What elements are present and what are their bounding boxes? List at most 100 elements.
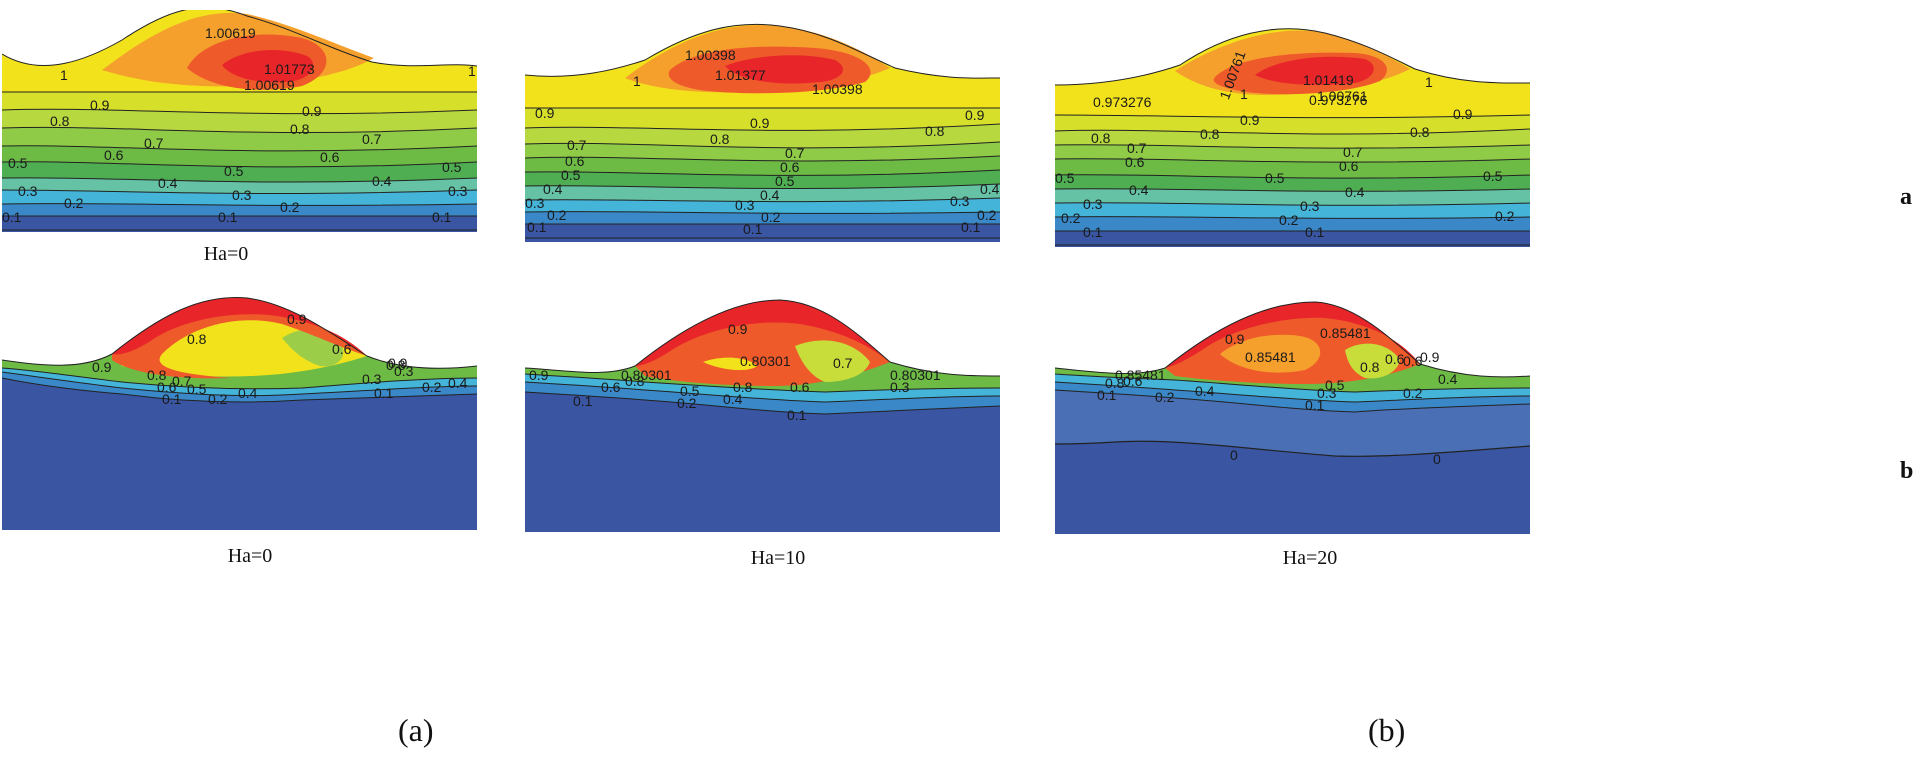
- row-tag-a: a: [1900, 184, 1912, 210]
- contour-label: 0.2: [977, 207, 997, 223]
- contour-label: 0.7: [567, 137, 587, 153]
- contour-label: 0.6: [601, 379, 621, 395]
- contour-label: 0.1: [961, 219, 981, 235]
- contour-label: 0.2: [1403, 385, 1423, 401]
- contour-label: 0.3: [1083, 196, 1103, 212]
- contour-label: 0.6: [332, 341, 352, 357]
- contour-label: 0.6: [320, 149, 340, 165]
- contour-label: 0.8: [386, 357, 406, 373]
- contour-label: 0.1: [1083, 224, 1103, 240]
- contour-label: 0.7: [362, 131, 382, 147]
- caption-a-ha0: Ha=0: [203, 243, 249, 265]
- contour-label: 0.1: [1305, 224, 1325, 240]
- contour-label: 0.8: [1360, 359, 1380, 375]
- contour-label: 0.9: [1420, 349, 1440, 365]
- isolines: [2, 10, 477, 231]
- contour-label: 0.7: [833, 355, 853, 371]
- contour-label: 1.00619: [205, 25, 256, 41]
- contour-label: 0.5: [775, 173, 795, 189]
- contour-label: 0.4: [372, 173, 392, 189]
- contour-label: 1.00619: [244, 77, 295, 93]
- contour-label: 0.80301: [890, 367, 941, 383]
- contour-label: 0.5: [8, 155, 28, 171]
- contour-label: 1: [1240, 86, 1248, 102]
- contour-label: 0.3: [890, 379, 910, 395]
- region-0.85: [1220, 334, 1321, 373]
- contour-label: 0.85481: [1115, 367, 1166, 383]
- contour-label: 0.5: [442, 159, 462, 175]
- contour-label: 0.8: [625, 373, 645, 389]
- contour-labels: 1.00619 1.01773 1.00619 1 1 0.9 0.9 0.8 …: [2, 25, 476, 225]
- contour-label: 0.9: [388, 355, 408, 371]
- panel-a-ha10: 1.00398 1.01377 1.00398 1 0.9 0.9 0.9 0.…: [525, 20, 1000, 242]
- contour-label: 0.5: [1325, 377, 1345, 393]
- contour-plot-b-ha0: 0.9 0.8 0.9 0.8 0.7 0.6 0.5 0.4 0.3 0.2 …: [2, 297, 477, 530]
- panel-a-ha0: 1.00619 1.01773 1.00619 1 1 0.9 0.9 0.8 …: [2, 10, 477, 232]
- contour-label: 0.9: [535, 105, 555, 121]
- contour-label: 0.7: [144, 135, 164, 151]
- contour-label: 1.01377: [715, 67, 766, 83]
- contour-labels: 0.9 0.8 0.9 0.8 0.7 0.6 0.5 0.4 0.3 0.2 …: [92, 311, 468, 407]
- contour-label: 0.3: [394, 363, 414, 379]
- region-0.7: [1345, 343, 1400, 379]
- isolines: [525, 299, 1000, 415]
- contour-label: 0.7: [172, 373, 192, 389]
- contour-label: 0.9: [92, 359, 112, 375]
- row-tag-b: b: [1900, 458, 1914, 484]
- contour-label: 0.4: [1438, 371, 1458, 387]
- contour-label: 0.2: [1061, 210, 1081, 226]
- contour-label: 0.6: [1125, 154, 1145, 170]
- contour-label: 0.4: [1195, 383, 1215, 399]
- contour-label: 0.85481: [1320, 325, 1371, 341]
- contour-label: 0.4: [723, 391, 743, 407]
- contour-label: 0.1: [1097, 387, 1117, 403]
- contour-plot-b-ha20: 0.9 0.85481 0.85481 0.85481 0.8 0.8 0.6 …: [1055, 301, 1530, 534]
- caption-b-ha20: Ha=20: [1282, 547, 1338, 569]
- contour-label: 0.7: [1127, 140, 1147, 156]
- contour-label: 1.00398: [812, 81, 863, 97]
- contour-label: 0.8: [50, 113, 70, 129]
- contour-label: 0.5: [1483, 168, 1503, 184]
- contour-label: 0.2: [422, 379, 442, 395]
- contour-label: 0: [1230, 447, 1238, 463]
- contour-label: 0.3: [448, 183, 468, 199]
- contour-labels: 1.00761 1.01419 1.00761 1 1 0.973276 0.9…: [1055, 48, 1515, 240]
- contour-label: 1.00398: [685, 47, 736, 63]
- contour-label: 0.1: [432, 209, 452, 225]
- contour-label: 0.9: [287, 311, 307, 327]
- contour-label: 0.6: [780, 159, 800, 175]
- contour-label: 0.1: [162, 391, 182, 407]
- contour-label: 0.973276: [1309, 92, 1368, 108]
- caption-b-ha0: Ha=0: [227, 545, 273, 567]
- contour-label: 0.6: [157, 379, 177, 395]
- contour-label: 0.6: [1403, 353, 1423, 369]
- panel-b-ha0: 0.9 0.8 0.9 0.8 0.7 0.6 0.5 0.4 0.3 0.2 …: [2, 294, 477, 530]
- figure-label-a: (a): [398, 712, 434, 748]
- contour-label: 0.4: [238, 385, 258, 401]
- contour-label: 0.3: [1317, 385, 1337, 401]
- contour-label: 0.9: [1240, 112, 1260, 128]
- contour-label: 0.3: [362, 371, 382, 387]
- contour-label: 0.5: [1265, 170, 1285, 186]
- isolines: [2, 297, 477, 403]
- contour-label: 0.9: [750, 115, 770, 131]
- panel-a-ha20: 1.00761 1.01419 1.00761 1 1 0.973276 0.9…: [1055, 25, 1530, 247]
- region-0.9: [635, 300, 890, 366]
- contour-label: 0.80301: [740, 353, 791, 369]
- contour-label: 0.8: [147, 367, 167, 383]
- isolines: [1055, 28, 1530, 246]
- contour-label: 0.7: [785, 145, 805, 161]
- contour-label: 0.4: [158, 175, 178, 191]
- contour-label: 0.5: [187, 381, 207, 397]
- contour-label: 0.8: [187, 331, 207, 347]
- region-0.1: [1055, 231, 1530, 247]
- contour-labels: 0.9 0.85481 0.85481 0.85481 0.8 0.8 0.6 …: [1097, 325, 1458, 467]
- panel-b-ha10: 0.9 0.80301 0.80301 0.8 0.8 0.7 0.6 0.5 …: [525, 296, 1000, 532]
- contour-label: 0.6: [1339, 158, 1359, 174]
- caption-b-ha10: Ha=10: [750, 547, 806, 569]
- contour-label: 0.9: [302, 103, 322, 119]
- contour-label: 0.1: [374, 385, 394, 401]
- contour-label: 0.1: [1305, 397, 1325, 413]
- contour-label: 1: [1425, 74, 1433, 90]
- contour-label: 0.1: [787, 407, 807, 423]
